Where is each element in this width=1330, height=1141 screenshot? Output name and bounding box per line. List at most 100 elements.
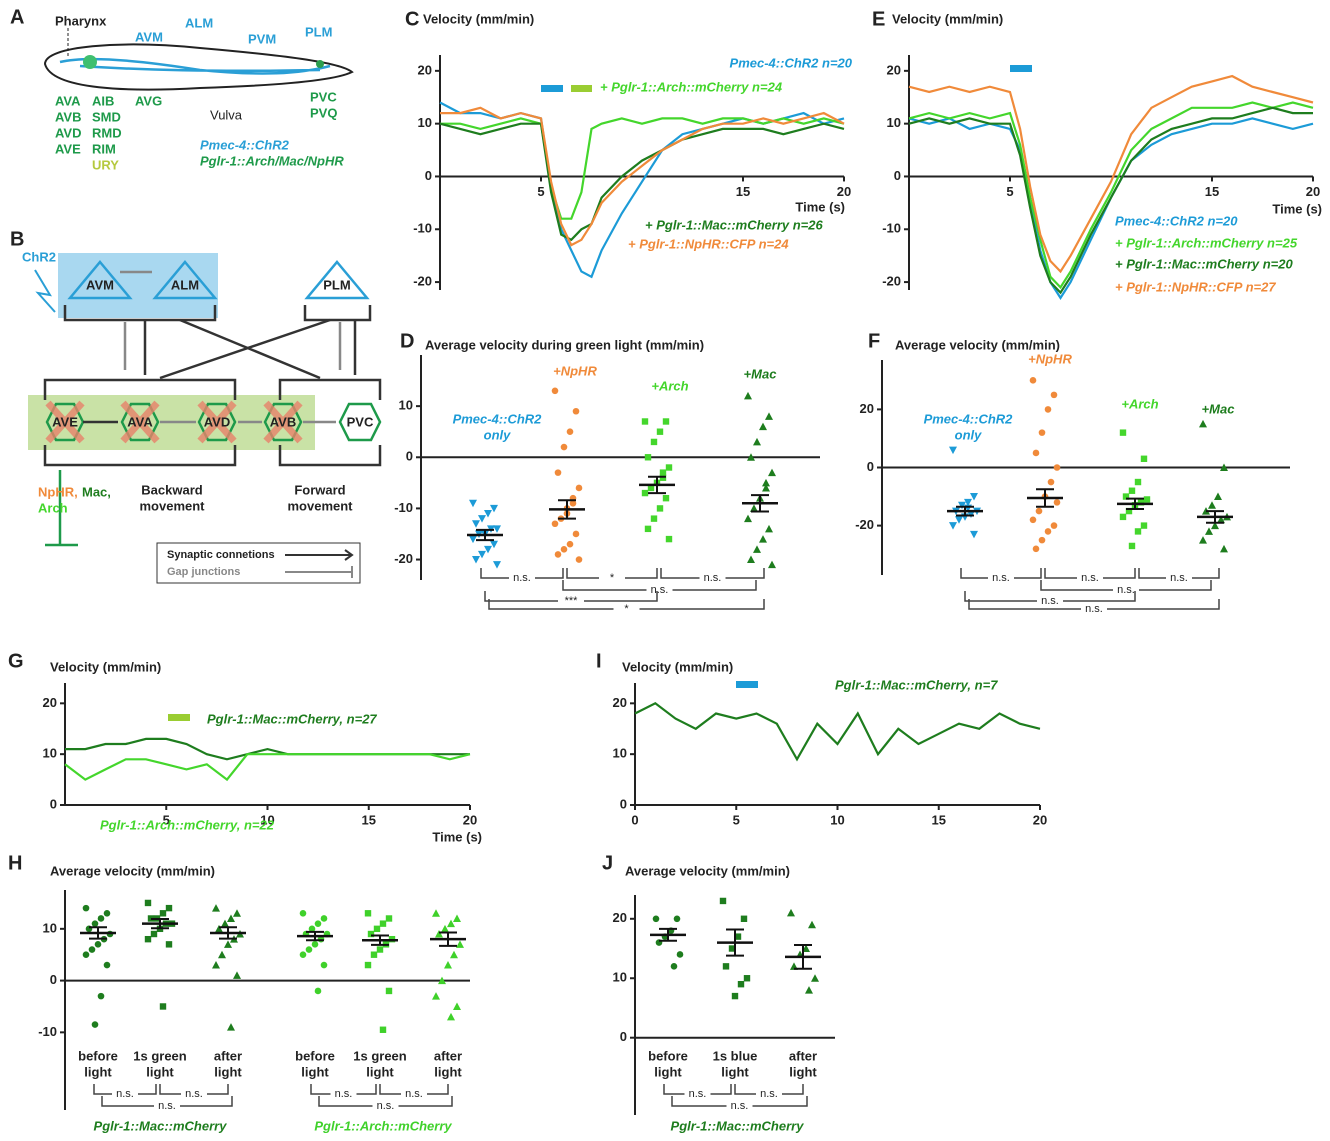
node-label: AVM xyxy=(86,277,114,292)
point xyxy=(312,941,319,948)
point xyxy=(233,909,241,917)
point xyxy=(447,1013,455,1021)
label: AVG xyxy=(135,93,162,108)
neuron-process xyxy=(60,59,330,73)
legend-label: + Pglr-1::Arch::mCherry n=24 xyxy=(600,79,783,94)
point xyxy=(677,951,684,958)
x-tick-label: 5 xyxy=(537,184,544,199)
legend-text: Pglr-1::Arch/Mac/NpHR xyxy=(200,153,344,168)
point xyxy=(472,556,480,564)
x-axis-label: Time (s) xyxy=(795,199,845,214)
node-label: AVB xyxy=(270,414,296,429)
label: ChR2 xyxy=(22,249,56,264)
node-label: AVA xyxy=(127,414,153,429)
point xyxy=(567,428,574,435)
point xyxy=(104,910,111,917)
legend-label: + Pglr-1::Mac::mCherry n=26 xyxy=(645,217,823,232)
point xyxy=(453,1002,461,1010)
y-tick-label: -10 xyxy=(882,221,901,236)
point xyxy=(573,408,580,415)
point xyxy=(166,941,172,947)
point xyxy=(657,429,663,435)
label: AVD xyxy=(55,125,81,140)
point xyxy=(321,962,328,969)
point xyxy=(145,936,151,942)
group-label: after xyxy=(434,1048,462,1063)
point xyxy=(970,531,978,539)
point xyxy=(744,515,752,523)
point xyxy=(1054,464,1061,471)
panel-letter: B xyxy=(10,228,24,250)
point xyxy=(645,454,651,460)
legend-label: + Pglr-1::Mac::mCherry n=20 xyxy=(1115,256,1293,271)
light-marker xyxy=(168,714,190,721)
light-marker xyxy=(541,85,563,92)
light-marker xyxy=(736,681,758,688)
node-label: AVD xyxy=(204,414,230,429)
label: URY xyxy=(92,157,119,172)
x-axis-label: Time (s) xyxy=(1272,201,1322,216)
legend-label: + Pglr-1::Arch::mCherry n=25 xyxy=(1115,235,1298,250)
significance: n.s. xyxy=(335,1088,353,1100)
point xyxy=(1129,543,1135,549)
x-axis-label: Time (s) xyxy=(432,829,482,844)
point xyxy=(386,915,392,921)
point xyxy=(151,931,157,937)
point xyxy=(1208,501,1216,509)
point xyxy=(432,992,440,1000)
point xyxy=(365,910,371,916)
panel-letter: G xyxy=(8,650,24,672)
group-label: light xyxy=(654,1064,682,1079)
point xyxy=(759,535,767,543)
panel-letter: J xyxy=(602,852,613,874)
significance: n.s. xyxy=(992,572,1010,584)
group-label: light xyxy=(366,1064,394,1079)
significance: n.s. xyxy=(513,572,531,584)
point xyxy=(753,545,761,553)
point xyxy=(472,520,480,528)
point xyxy=(1054,499,1061,506)
point xyxy=(657,505,663,511)
y-tick-label: 20 xyxy=(613,910,627,925)
light-marker xyxy=(571,85,592,92)
group-label: +Arch xyxy=(1121,396,1158,411)
y-tick-label: 10 xyxy=(399,398,413,413)
label: movement xyxy=(139,498,205,513)
point xyxy=(432,909,440,917)
y-tick-label: 10 xyxy=(613,746,627,761)
significance: n.s. xyxy=(1117,584,1135,596)
group-label: light xyxy=(214,1064,242,1079)
point xyxy=(469,500,477,508)
point xyxy=(1144,496,1150,502)
point xyxy=(315,988,322,995)
group-label: after xyxy=(214,1048,242,1063)
significance: n.s. xyxy=(116,1088,134,1100)
point xyxy=(371,952,377,958)
point xyxy=(720,898,726,904)
label: PVC xyxy=(310,89,337,104)
panel-letter: H xyxy=(8,852,22,874)
legend-text: Synaptic connetions xyxy=(167,549,275,561)
label: PLM xyxy=(305,24,332,39)
point xyxy=(227,1023,235,1031)
y-tick-label: 0 xyxy=(425,168,432,183)
point xyxy=(380,920,386,926)
significance: n.s. xyxy=(405,1088,423,1100)
point xyxy=(567,541,574,548)
y-tick-label: -20 xyxy=(855,517,874,532)
y-tick-label: 0 xyxy=(620,1029,627,1044)
y-tick-label: 0 xyxy=(406,449,413,464)
point xyxy=(805,986,813,994)
y-tick-label: 10 xyxy=(887,115,901,130)
chart-title: Velocity (mm/min) xyxy=(50,659,161,674)
point xyxy=(450,951,458,959)
caption: Pglr-1::Mac::mCherry xyxy=(671,1118,805,1133)
y-tick-label: -10 xyxy=(413,221,432,236)
point xyxy=(651,439,657,445)
label: AIB xyxy=(92,93,114,108)
legend-text: Pmec-4::ChR2 xyxy=(200,137,290,152)
label: AVM xyxy=(135,29,163,44)
point xyxy=(386,988,392,994)
point xyxy=(233,971,241,979)
y-tick-label: 0 xyxy=(894,168,901,183)
